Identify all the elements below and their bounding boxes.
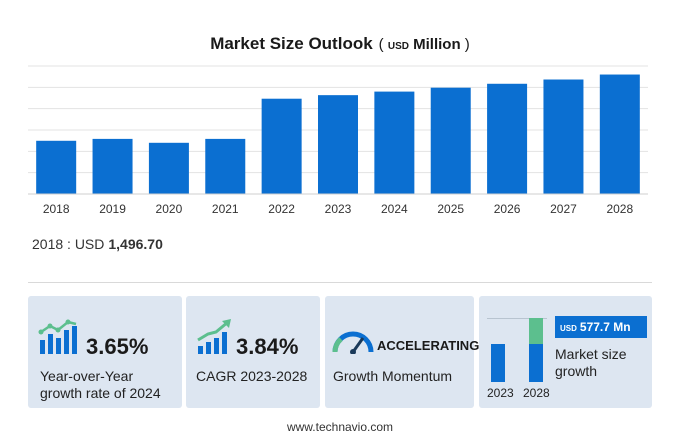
bar-2023: [491, 344, 505, 382]
cagr-label: CAGR 2023-2028: [196, 368, 308, 384]
bar-2027: [543, 79, 584, 194]
chart-title-unit: ( USD Million ): [378, 36, 470, 53]
bar-2021: [205, 138, 246, 194]
growth-card: 2023 2028 USD 577.7 Mn Market size growth: [479, 296, 652, 408]
x-tick-label-2024: 2024: [381, 202, 408, 216]
rising-bars-icon: [197, 319, 231, 354]
speedometer-icon: [332, 331, 374, 354]
cagr-value: 3.84%: [236, 334, 299, 359]
title-unit-prefix: USD: [387, 41, 409, 52]
title-unit: Million: [413, 36, 461, 53]
momentum-value: ACCELERATING: [377, 338, 480, 353]
chart-title: Market Size Outlook ( USD Million ): [0, 34, 680, 54]
yoy-label-2: growth rate of 2024: [40, 385, 161, 401]
growth-label-1: Market size: [555, 346, 627, 362]
footer-url: www.technavio.com: [286, 420, 394, 434]
yoy-card: 3.65% Year-over-Year growth rate of 2024: [28, 296, 182, 408]
bar-2028: [599, 74, 640, 194]
bar-2028: [529, 344, 543, 382]
bar-2020: [148, 142, 189, 194]
bar-2018: [36, 140, 77, 194]
yoy-value: 3.65%: [86, 334, 149, 359]
x-tick-label-2020: 2020: [156, 202, 183, 216]
x-tick-label-2025: 2025: [437, 202, 464, 216]
x-tick-label-2022: 2022: [268, 202, 295, 216]
divider: [28, 282, 652, 283]
chart-title-text: Market Size Outlook: [210, 34, 373, 53]
momentum-card: ACCELERATING Growth Momentum: [325, 296, 479, 408]
bar-2025: [430, 87, 471, 194]
growth-value-box: USD 577.7 Mn: [555, 316, 647, 338]
yoy-label-1: Year-over-Year: [40, 368, 134, 384]
x-tick-label-2026: 2026: [494, 202, 521, 216]
x-tick-label-2021: 2021: [212, 202, 239, 216]
bar-chart: 2018 2019 2020 2021 2022 2023 2024 2025 2026 2027…: [28, 65, 648, 216]
growth-usd: USD: [560, 324, 577, 333]
base-year-value: 2018 : USD 1,496.70: [32, 236, 163, 252]
momentum-label: Growth Momentum: [333, 368, 453, 384]
bar-2024: [374, 91, 415, 194]
x-tick-label-2018: 2018: [43, 202, 70, 216]
base-year-label: 2018 : USD: [32, 236, 105, 252]
bar-2026: [487, 83, 528, 194]
year-2028-label: 2028: [523, 386, 550, 400]
x-tick-label-2019: 2019: [99, 202, 126, 216]
growth-value: 577.7 Mn: [579, 320, 631, 334]
bar-2028-increment: [529, 318, 543, 344]
bar-2022: [261, 98, 302, 194]
growth-reference-line: [487, 318, 547, 319]
x-tick-label-2027: 2027: [550, 202, 577, 216]
bar-2019: [92, 138, 133, 194]
bar-2023: [318, 95, 358, 194]
growth-label-2: growth: [555, 363, 598, 379]
base-year-amount: 1,496.70: [108, 236, 163, 252]
x-tick-label-2023: 2023: [325, 202, 352, 216]
year-2023-label: 2023: [487, 386, 514, 400]
x-tick-label-2028: 2028: [606, 202, 633, 216]
cagr-card: 3.84% CAGR 2023-2028: [186, 296, 320, 408]
growth-chart-icon: [38, 319, 77, 354]
